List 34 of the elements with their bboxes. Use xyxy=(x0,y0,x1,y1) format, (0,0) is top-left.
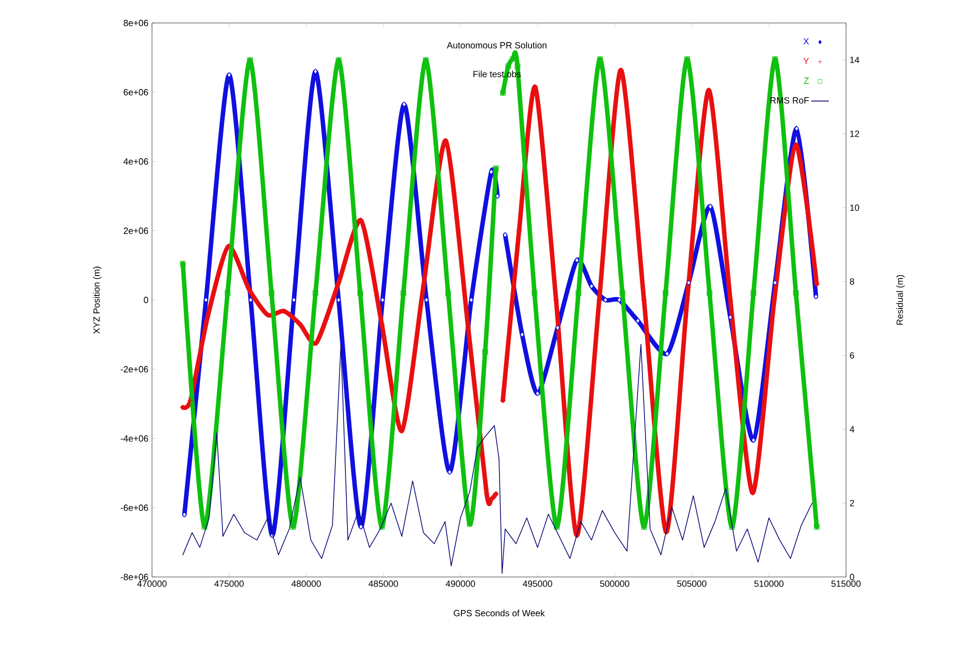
text: Autonomous PR Solution xyxy=(446,42,546,48)
legend-label: Z xyxy=(804,78,809,84)
x-tick-label: 485000 xyxy=(368,580,398,587)
y-tick-label: 2e+06 xyxy=(124,228,148,234)
y-tick-label: 6e+06 xyxy=(124,89,148,96)
x-tick-label: 480000 xyxy=(291,580,321,587)
y-tick-label: 0 xyxy=(144,296,148,304)
y2-tick-label: 4 xyxy=(850,426,854,432)
y2-axis-title: Residual (m) xyxy=(896,275,905,325)
y2-tick-label: 8 xyxy=(850,278,854,285)
x-tick-label: 490000 xyxy=(446,580,476,587)
y2-tick-label: 2 xyxy=(850,500,854,506)
y-tick-label: -2e+06 xyxy=(120,366,148,372)
y-axis-title: XYZ Position (m) xyxy=(93,266,102,334)
x-tick-label: 495000 xyxy=(522,580,552,587)
legend-label: Y xyxy=(803,58,809,64)
y-tick-label: -6e+06 xyxy=(120,504,148,511)
y-tick-label: -4e+06 xyxy=(120,435,148,442)
y2-tick-label: 6 xyxy=(850,352,854,359)
y2-tick-label: 10 xyxy=(850,204,860,211)
legend-label: X xyxy=(803,38,809,44)
y-tick-label: 8e+06 xyxy=(124,20,148,26)
y-tick-label: 4e+06 xyxy=(124,158,148,165)
y2-tick-label: 0 xyxy=(850,574,854,580)
y2-tick-label: 12 xyxy=(850,130,860,137)
x-tick-label: 505000 xyxy=(677,580,706,587)
x-tick-label: 500000 xyxy=(600,580,630,587)
x-tick-label: 515000 xyxy=(831,580,861,587)
x-tick-label: 475000 xyxy=(214,580,244,587)
y2-tick-label: 14 xyxy=(850,56,860,63)
x-axis-title: GPS Seconds of Week xyxy=(454,610,545,616)
x-tick-label: 510000 xyxy=(754,580,784,587)
x-tick-label: 470000 xyxy=(137,580,167,587)
y-tick-label: -8e+06 xyxy=(120,574,148,580)
